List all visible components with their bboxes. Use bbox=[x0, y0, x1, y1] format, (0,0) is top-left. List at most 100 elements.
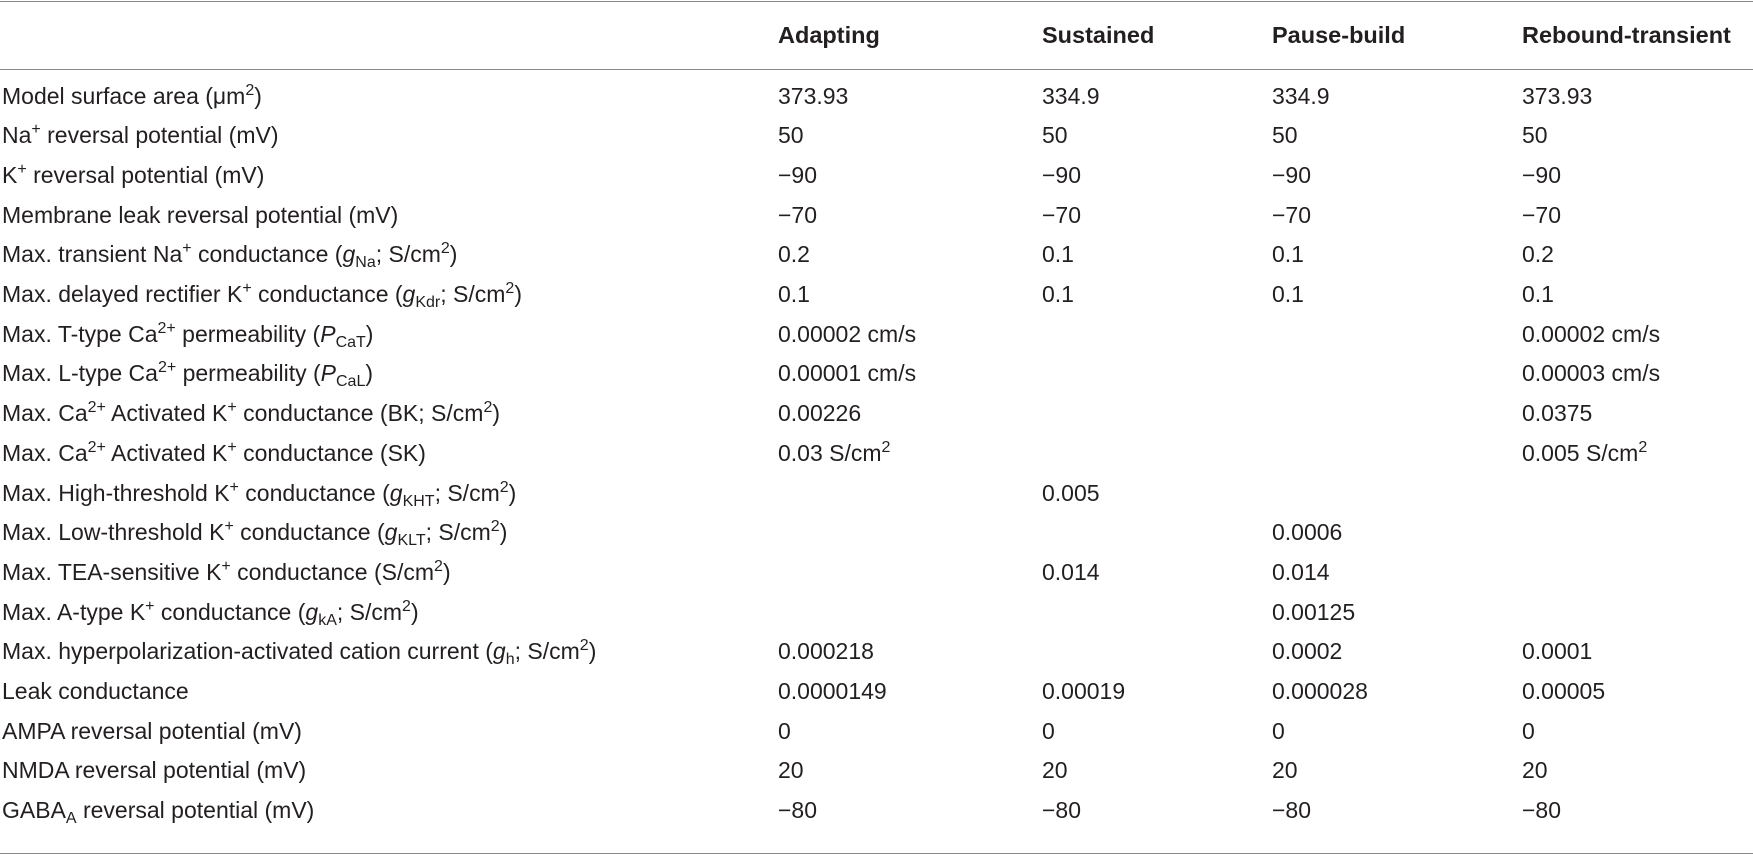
header-cell-adapting: Adapting bbox=[778, 21, 880, 48]
value-cell: −70 bbox=[1272, 195, 1522, 235]
label-superscript: 2 bbox=[490, 518, 500, 536]
value-text: 0.03 S/cm bbox=[778, 439, 882, 466]
label-italic: P bbox=[320, 360, 336, 387]
value-cell bbox=[778, 473, 1042, 513]
table-row: Leak conductance 0.0000149 0.00019 0.000028… bbox=[0, 672, 1753, 712]
value-cell: 50 bbox=[1272, 116, 1522, 156]
label-text: ; S/cm bbox=[425, 519, 491, 546]
label-text: Max. Low-threshold K bbox=[2, 519, 225, 546]
label-text: ) bbox=[508, 479, 517, 506]
value-cell: 0.00005 bbox=[1522, 672, 1753, 712]
label-superscript: 2 bbox=[402, 597, 411, 615]
label-subscript: Na bbox=[355, 254, 376, 272]
value-cell: 0.1 bbox=[1272, 235, 1522, 275]
label-text: NMDA reversal potential (mV) bbox=[2, 757, 307, 784]
value-text: 0.014 bbox=[1042, 558, 1100, 585]
header-cell-rebound-transient: Rebound-transient bbox=[1522, 21, 1731, 48]
table-row: GABAA reversal potential (mV) −80 −80 −80 −8… bbox=[0, 791, 1753, 831]
value-cell: 50 bbox=[778, 116, 1042, 156]
label-superscript: 2+ bbox=[157, 319, 176, 337]
value-cell: 20 bbox=[1272, 751, 1522, 791]
value-text: 0.0001 bbox=[1522, 638, 1593, 665]
table-row: Membrane leak reversal potential (mV) −70… bbox=[0, 195, 1753, 235]
value-cell bbox=[1042, 314, 1272, 354]
value-text: 0 bbox=[1042, 717, 1055, 744]
value-cell: −70 bbox=[778, 195, 1042, 235]
table-header-rule bbox=[0, 69, 1753, 70]
value-text: 0.1 bbox=[1042, 281, 1074, 308]
value-cell: 0.2 bbox=[1522, 235, 1753, 275]
value-text: −90 bbox=[1522, 162, 1562, 189]
label-text: reversal potential (mV) bbox=[76, 797, 315, 824]
header-cell-sustained: Sustained bbox=[1042, 21, 1155, 48]
value-cell: 0.00019 bbox=[1042, 672, 1272, 712]
value-text: −80 bbox=[1042, 797, 1082, 824]
value-text: −80 bbox=[1272, 797, 1312, 824]
label-superscript: + bbox=[242, 280, 252, 298]
parameter-table: Adapting Sustained Pause-build Rebound-t… bbox=[0, 21, 1753, 831]
value-text: −70 bbox=[1522, 201, 1562, 228]
label-superscript: + bbox=[227, 439, 237, 457]
value-text: 0 bbox=[778, 717, 791, 744]
label-text: permeability ( bbox=[176, 360, 321, 387]
row-label: K+ reversal potential (mV) bbox=[0, 156, 778, 196]
value-cell: −90 bbox=[1522, 156, 1753, 196]
label-superscript: + bbox=[17, 161, 27, 179]
label-subscript: Kdr bbox=[415, 293, 441, 311]
value-cell bbox=[1042, 434, 1272, 474]
value-text: 334.9 bbox=[1042, 82, 1100, 109]
value-cell bbox=[1272, 473, 1522, 513]
value-cell bbox=[1272, 394, 1522, 434]
value-text: 0.00001 cm/s bbox=[778, 360, 917, 387]
label-text: conductance (SK) bbox=[236, 439, 426, 466]
value-text: 50 bbox=[1522, 122, 1548, 149]
value-text: 0.1 bbox=[1272, 241, 1304, 268]
value-text: 0.1 bbox=[1522, 281, 1554, 308]
value-text: 0.000218 bbox=[778, 638, 874, 665]
label-text: ; S/cm bbox=[336, 598, 403, 625]
value-cell bbox=[778, 513, 1042, 553]
value-cell: 20 bbox=[1522, 751, 1753, 791]
value-cell: 20 bbox=[778, 751, 1042, 791]
row-label: Max. delayed rectifier K+ conductance (g… bbox=[0, 275, 778, 315]
table-row: Max. Ca2+ Activated K+ conductance (BK; … bbox=[0, 394, 1753, 434]
label-text: Activated K bbox=[105, 400, 228, 427]
value-cell: 0.014 bbox=[1042, 553, 1272, 593]
value-text: −90 bbox=[1272, 162, 1312, 189]
label-subscript: A bbox=[65, 809, 77, 827]
value-text: 0.005 S/cm bbox=[1522, 439, 1639, 466]
value-cell: 0.0375 bbox=[1522, 394, 1753, 434]
value-cell bbox=[1272, 434, 1522, 474]
value-cell: 0.1 bbox=[1272, 275, 1522, 315]
label-italic: g bbox=[492, 638, 506, 665]
value-text: 0.014 bbox=[1272, 558, 1330, 585]
label-text: conductance ( bbox=[191, 241, 343, 268]
table-row: Na+ reversal potential (mV) 50 50 50 50 bbox=[0, 116, 1753, 156]
label-text: Max. transient Na bbox=[2, 241, 183, 268]
label-superscript: 2 bbox=[434, 558, 443, 576]
row-label: Na+ reversal potential (mV) bbox=[0, 116, 778, 156]
value-cell: 0.00125 bbox=[1272, 592, 1522, 632]
value-cell: −80 bbox=[1272, 791, 1522, 831]
label-subscript: CaT bbox=[335, 333, 366, 351]
label-text: ) bbox=[499, 519, 508, 546]
table-row: Max. Ca2+ Activated K+ conductance (SK) 0… bbox=[0, 434, 1753, 474]
label-text: Max. High-threshold K bbox=[2, 479, 230, 506]
value-cell: 0.0002 bbox=[1272, 632, 1522, 672]
label-superscript: + bbox=[227, 399, 237, 417]
row-label: Max. L-type Ca2+ permeability (PCaL) bbox=[0, 354, 778, 394]
value-text: 0.005 bbox=[1042, 479, 1100, 506]
value-text: 0.1 bbox=[1042, 241, 1074, 268]
label-text: ; S/cm bbox=[434, 479, 500, 506]
value-cell: 0 bbox=[1042, 711, 1272, 751]
value-cell: 0.0001 bbox=[1522, 632, 1753, 672]
value-cell: 50 bbox=[1522, 116, 1753, 156]
value-text: 0.00002 cm/s bbox=[778, 320, 917, 347]
value-cell: 0.00226 bbox=[778, 394, 1042, 434]
value-cell: 0.000028 bbox=[1272, 672, 1522, 712]
table-row: Model surface area (μm2) 373.93 334.9 334.9… bbox=[0, 70, 1753, 116]
value-text: 373.93 bbox=[778, 82, 849, 109]
value-cell bbox=[1042, 592, 1272, 632]
label-text: ) bbox=[365, 360, 374, 387]
label-text: Max. L-type Ca bbox=[2, 360, 158, 387]
